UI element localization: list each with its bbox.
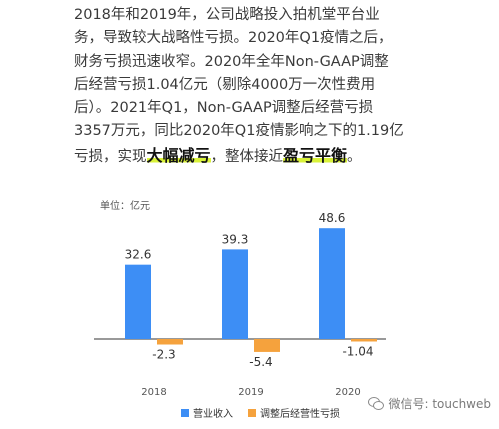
wechat-watermark: 微信号: touchweb: [368, 395, 491, 412]
revenue-value-label: 32.6: [125, 248, 152, 262]
category-tick-label: 2020: [335, 387, 360, 398]
article-line: 后经营亏损1.04亿元（剔除4000万一次性费用: [74, 76, 376, 93]
highlight-significant-loss-reduction: 大幅减亏: [146, 145, 211, 165]
chart-card: 单位：亿元 32.6 -2.3 2018 39.3 -5.4 2019 48.6 -1.04 20…: [74, 187, 428, 425]
bar-chart: 单位：亿元 32.6 -2.3 2018 39.3 -5.4 2019 48.6 -1.04 20…: [94, 199, 386, 420]
article-line: 务，导致较大战略性亏损。2020年Q1疫情之后，: [74, 30, 393, 47]
unit-label: 单位：亿元: [100, 199, 150, 212]
loss-bar: [351, 339, 377, 342]
watermark-text: 微信号: touchweb: [388, 397, 491, 411]
category-tick-label: 2018: [141, 387, 166, 398]
article-line: 后）。2021年Q1，Non-GAAP调整后经营亏损: [74, 100, 374, 117]
article-text-span: 。: [347, 148, 362, 165]
article-text-span: 亏损，实现: [74, 148, 147, 165]
revenue-value-label: 39.3: [222, 232, 249, 246]
revenue-value-label: 48.6: [319, 211, 346, 225]
article-line: 2018年和2019年，公司战略投入拍机堂平台业: [74, 7, 380, 23]
article-line: 3357万元，同比2020年Q1疫情影响之下的1.19亿: [74, 123, 404, 140]
revenue-bar: [319, 228, 345, 339]
legend-label-revenue: 营业收入: [193, 407, 233, 420]
loss-bar: [254, 339, 280, 352]
revenue-bar: [125, 264, 151, 339]
legend-swatch-revenue: [181, 409, 189, 417]
article-text: 2018年和2019年，公司战略投入拍机堂平台业 务，导致较大战略性亏损。202…: [74, 4, 434, 169]
loss-value-label: -2.3: [152, 348, 175, 362]
loss-value-label: -1.04: [342, 344, 373, 358]
revenue-bar: [222, 249, 248, 339]
loss-value-label: -5.4: [249, 355, 272, 369]
article-text-span: ，整体接近: [210, 148, 284, 165]
legend-label-loss: 调整后经营性亏损: [260, 407, 340, 420]
category-tick-label: 2019: [238, 387, 263, 398]
article-line: 财务亏损迅速收窄。2020年全年Non-GAAP调整: [74, 53, 389, 70]
wechat-icon: [368, 397, 385, 410]
legend-swatch-loss: [248, 409, 256, 417]
article-line: 亏损，实现大幅减亏，整体接近盈亏平衡。: [74, 144, 434, 169]
loss-bar: [157, 339, 183, 345]
highlight-breakeven: 盈亏平衡: [283, 145, 348, 165]
